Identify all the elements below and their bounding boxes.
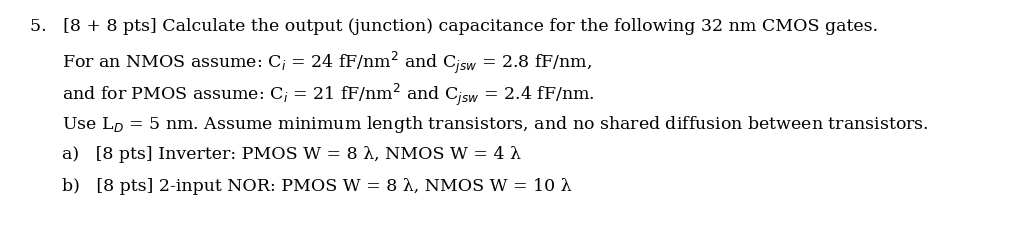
Text: Use L$_D$ = 5 nm. Assume minimum length transistors, and no shared diffusion bet: Use L$_D$ = 5 nm. Assume minimum length …: [62, 114, 929, 135]
Text: b)   [8 pts] 2-input NOR: PMOS W = 8 λ, NMOS W = 10 λ: b) [8 pts] 2-input NOR: PMOS W = 8 λ, NM…: [62, 178, 571, 195]
Text: a)   [8 pts] Inverter: PMOS W = 8 λ, NMOS W = 4 λ: a) [8 pts] Inverter: PMOS W = 8 λ, NMOS …: [62, 146, 521, 163]
Text: For an NMOS assume: C$_i$ = 24 fF/nm$^2$ and C$_{jsw}$ = 2.8 fF/nm,: For an NMOS assume: C$_i$ = 24 fF/nm$^2$…: [62, 50, 592, 76]
Text: 5.   [8 + 8 pts] Calculate the output (junction) capacitance for the following 3: 5. [8 + 8 pts] Calculate the output (jun…: [30, 18, 878, 35]
Text: and for PMOS assume: C$_i$ = 21 fF/nm$^2$ and C$_{jsw}$ = 2.4 fF/nm.: and for PMOS assume: C$_i$ = 21 fF/nm$^2…: [62, 82, 595, 108]
